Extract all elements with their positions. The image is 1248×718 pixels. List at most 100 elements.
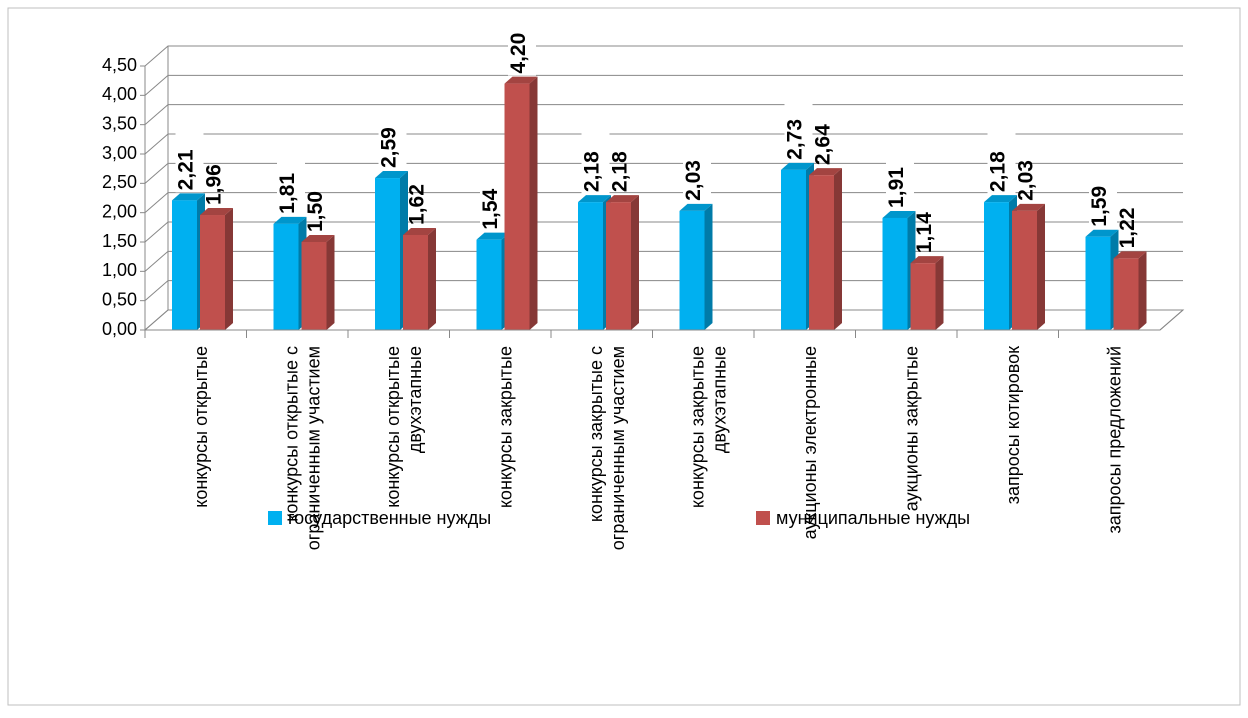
label-bg (1089, 164, 1117, 229)
data-label: 1,14 (913, 212, 936, 253)
bar-front (1085, 236, 1111, 330)
y-tick-label: 0,50 (102, 289, 137, 309)
bar-front (984, 202, 1009, 330)
bar-front (606, 202, 631, 330)
bar-front (476, 239, 502, 330)
data-label: 2,18 (609, 151, 632, 192)
bar (200, 208, 233, 330)
bar-top (882, 210, 916, 218)
y-tick-label: 1,00 (102, 260, 137, 280)
x-tick-label: конкурсы открытые (191, 346, 211, 508)
x-tick-label: конкурсы закрытые с ограниченным участием (586, 346, 628, 550)
bar-front (679, 210, 705, 330)
bar-front (882, 217, 908, 330)
bar-side (631, 195, 639, 330)
bar-top (809, 168, 842, 176)
bar-top (200, 208, 233, 216)
y-tick-label: 4,00 (102, 84, 137, 104)
bar-side (834, 168, 842, 330)
grid-line (144, 133, 1183, 155)
bar-front (273, 223, 299, 330)
data-label: 2,18 (987, 151, 1010, 192)
y-tick-label: 0,00 (102, 319, 137, 339)
data-label: 2,64 (812, 124, 835, 165)
bar-side (1037, 203, 1045, 330)
bar (809, 168, 842, 330)
bar-front (504, 83, 530, 330)
bar (172, 193, 205, 330)
data-label: 4,20 (507, 33, 530, 74)
legend-label: государственные нужды (288, 508, 491, 528)
bar-front (910, 263, 936, 330)
bar-top (910, 256, 944, 264)
data-label: 1,81 (276, 173, 299, 214)
data-label: 2,59 (378, 127, 401, 168)
bar (403, 227, 436, 330)
bar-top (1012, 203, 1045, 211)
grid-line (144, 74, 1183, 96)
x-tick-label: аукционы закрытые (901, 346, 921, 511)
legend-label: муниципальные нужды (776, 508, 970, 528)
y-tick-label: 2,50 (102, 172, 137, 192)
label-bg (581, 130, 610, 195)
bar-top (1113, 251, 1147, 259)
bar (504, 76, 538, 330)
bar-front (578, 202, 603, 330)
bar-front (200, 215, 225, 330)
bar-side (1138, 251, 1147, 330)
bar-top (403, 227, 436, 235)
bar-front (403, 234, 428, 330)
data-label: 2,21 (175, 149, 198, 190)
legend-swatch (756, 511, 770, 525)
label-bg (378, 106, 407, 171)
bar-top (375, 171, 408, 179)
data-label: 2,73 (784, 119, 807, 160)
grid-line (144, 250, 1183, 272)
label-bg (683, 138, 711, 203)
bar-top (1085, 229, 1119, 237)
x-tick-label: конкурсы открытые с ограниченным участием (281, 346, 323, 550)
x-tick-label: конкурсы закрытые (495, 346, 515, 508)
x-axis-end (1159, 309, 1184, 331)
y-tick-label: 3,50 (102, 113, 137, 133)
grid-line (144, 45, 1183, 67)
label-bg (508, 11, 536, 76)
bar-front (781, 169, 806, 330)
bar-front (375, 178, 400, 330)
y-tick-label: 4,50 (102, 55, 137, 75)
x-tick-label: запросы котировок (1003, 346, 1023, 504)
bar (1113, 251, 1147, 330)
data-label: 2,18 (581, 151, 604, 192)
bar (679, 203, 713, 330)
data-label: 1,62 (406, 184, 429, 225)
bar-top (301, 235, 335, 242)
y-tick-label: 3,00 (102, 143, 137, 163)
bar-front (1012, 210, 1037, 330)
bar-side (935, 256, 944, 330)
bar-top (781, 162, 814, 170)
data-label: 1,50 (304, 191, 327, 232)
bar-top (476, 232, 510, 240)
bar (910, 256, 944, 330)
y-tick-label: 2,00 (102, 201, 137, 221)
bar (882, 210, 916, 330)
bar (301, 235, 335, 330)
bar-side (326, 235, 335, 330)
bar-top (172, 193, 205, 201)
grid-line (144, 192, 1183, 214)
label-bg (784, 97, 813, 162)
bar-front (172, 200, 197, 330)
grid-line (144, 309, 1183, 331)
grid-line (144, 221, 1183, 243)
bar-top (578, 195, 611, 203)
bar (606, 195, 639, 330)
bar-top (984, 195, 1017, 203)
grid-line (144, 104, 1183, 126)
x-tick-label: конкурсы закрытые двухэтапные (687, 346, 729, 508)
bar-top (273, 216, 307, 224)
x-tick-label: конкурсы открытые двухэтапные (383, 346, 425, 508)
bar-top (504, 76, 538, 84)
grid-line (144, 280, 1183, 302)
label-bg (480, 167, 508, 232)
